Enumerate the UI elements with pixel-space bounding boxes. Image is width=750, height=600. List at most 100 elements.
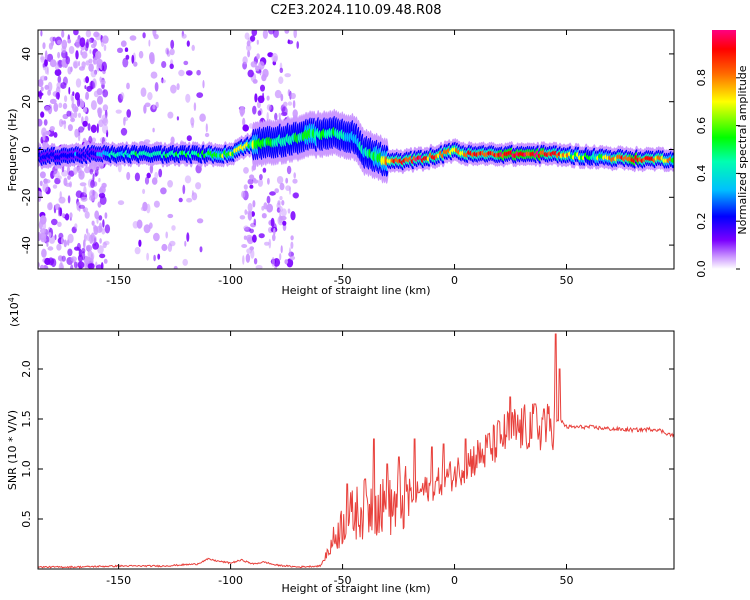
noise-speckle	[249, 228, 255, 234]
noise-speckle	[143, 224, 151, 234]
noise-speckle	[57, 75, 62, 84]
noise-speckle	[239, 215, 246, 220]
noise-speckle	[153, 254, 156, 262]
noise-speckle	[67, 124, 73, 132]
noise-speckle	[38, 233, 41, 242]
noise-speckle	[280, 245, 283, 254]
noise-speckle	[247, 69, 254, 78]
noise-speckle	[92, 173, 95, 182]
noise-speckle	[266, 195, 271, 204]
noise-speckle	[61, 255, 66, 262]
noise-speckle	[285, 177, 289, 184]
y-tick-label: -20	[20, 188, 33, 206]
noise-speckle	[167, 213, 174, 219]
noise-speckle	[117, 47, 123, 53]
noise-speckle	[52, 170, 60, 178]
noise-speckle	[39, 215, 47, 225]
noise-speckle	[204, 132, 210, 138]
noise-speckle	[85, 76, 89, 84]
noise-speckle	[75, 190, 83, 198]
noise-speckle	[75, 50, 79, 60]
noise-speckle	[243, 167, 249, 174]
noise-speckle	[143, 104, 147, 114]
noise-speckle	[296, 41, 300, 49]
noise-speckle	[99, 137, 107, 143]
noise-speckle	[96, 58, 104, 69]
noise-speckle	[44, 105, 51, 112]
noise-speckle	[138, 50, 144, 59]
noise-speckle	[52, 184, 58, 189]
spectrogram-axes: -150 -100 -50 0 50 -40 -20 0 20 40	[20, 30, 674, 287]
noise-speckle	[70, 264, 74, 269]
noise-speckle	[94, 172, 98, 177]
noise-speckle	[124, 47, 129, 52]
noise-speckle	[62, 76, 68, 86]
noise-speckle	[99, 76, 102, 83]
noise-speckle	[85, 228, 89, 234]
noise-speckle	[134, 246, 141, 255]
noise-speckle	[280, 111, 288, 117]
noise-speckle	[120, 40, 127, 47]
noise-speckle	[252, 105, 257, 115]
colorbar-tick-label: 0.4	[695, 165, 708, 183]
noise-speckle	[256, 53, 260, 60]
noise-speckle	[91, 235, 97, 244]
noise-speckle	[167, 111, 174, 119]
noise-speckle	[55, 92, 60, 100]
noise-speckle	[144, 176, 150, 185]
noise-speckle	[63, 119, 67, 130]
noise-speckle	[90, 253, 94, 264]
noise-speckle	[53, 102, 59, 113]
noise-speckle	[149, 54, 155, 65]
noise-speckle	[103, 258, 108, 264]
noise-speckle	[95, 32, 102, 41]
y-tick-label: 20	[20, 95, 33, 109]
noise-speckle	[42, 42, 46, 50]
noise-speckle	[262, 167, 267, 173]
noise-speckle	[273, 227, 276, 236]
noise-speckle	[45, 130, 51, 136]
noise-speckle	[262, 92, 265, 101]
noise-speckle	[257, 110, 262, 116]
noise-speckle	[279, 182, 285, 191]
noise-speckle	[184, 175, 192, 184]
noise-speckle	[53, 132, 58, 138]
noise-speckle	[90, 100, 97, 111]
noise-speckle	[39, 228, 47, 234]
noise-speckle	[126, 82, 130, 90]
noise-speckle	[70, 93, 74, 102]
noise-speckle	[244, 32, 250, 40]
noise-speckle	[178, 197, 183, 203]
noise-speckle	[165, 47, 170, 55]
noise-speckle	[58, 206, 61, 217]
noise-speckle	[284, 30, 290, 34]
snr-multiplier: (x104)	[7, 293, 21, 327]
noise-speckle	[54, 68, 62, 77]
noise-speckle	[89, 49, 92, 54]
noise-speckle	[171, 225, 176, 231]
x-tick-label: -150	[106, 274, 131, 287]
noise-speckle	[101, 182, 107, 189]
y-tick-label: 0	[20, 146, 33, 153]
noise-speckle	[84, 85, 87, 90]
x-tick-label: 50	[560, 274, 574, 287]
noise-speckle	[103, 44, 107, 52]
noise-speckle	[281, 200, 285, 206]
noise-speckle	[57, 39, 62, 45]
noise-speckle	[67, 248, 73, 257]
noise-speckle	[85, 60, 90, 66]
noise-speckle	[74, 246, 80, 251]
y-tick-label: 40	[20, 47, 33, 61]
noise-speckle	[77, 254, 83, 262]
noise-speckle	[258, 61, 265, 70]
noise-speckle	[142, 201, 148, 212]
noise-speckle	[279, 196, 283, 201]
colorbar-tick-label: 0.0	[695, 260, 708, 278]
noise-speckle	[84, 166, 91, 174]
noise-speckle	[147, 92, 153, 101]
noise-speckle	[85, 244, 93, 252]
noise-speckle	[167, 180, 174, 188]
noise-speckle	[125, 54, 130, 60]
noise-speckle	[157, 253, 161, 260]
x-tick-label: -100	[218, 574, 243, 587]
